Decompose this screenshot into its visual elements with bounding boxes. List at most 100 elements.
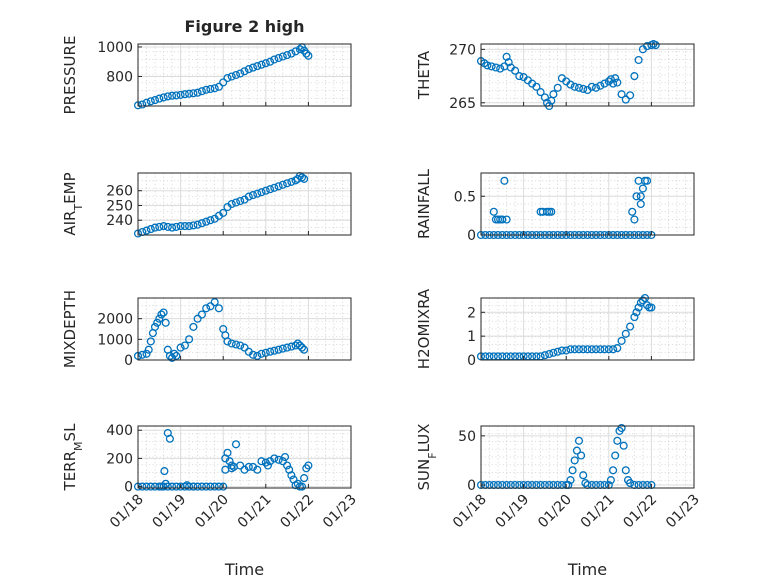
data-point (293, 339, 302, 348)
data-point (236, 341, 245, 350)
data-point (176, 343, 185, 352)
series-points (133, 428, 313, 491)
data-point (632, 308, 641, 317)
data-point (257, 457, 266, 466)
data-point (248, 350, 258, 359)
data-point (231, 198, 241, 207)
data-point (487, 62, 496, 71)
data-point (643, 176, 652, 185)
data-point (206, 84, 215, 94)
data-point (300, 345, 309, 354)
data-point (291, 176, 300, 185)
data-point (197, 219, 206, 228)
data-point (570, 456, 579, 465)
data-point (574, 345, 584, 354)
data-point (532, 82, 541, 91)
data-point (557, 346, 566, 355)
data-point (257, 349, 266, 358)
data-point (257, 188, 266, 197)
data-point (274, 455, 283, 464)
data-point (579, 471, 588, 480)
data-point (170, 349, 179, 358)
y-tick-label: 0 (124, 480, 133, 496)
data-point (180, 90, 189, 99)
data-point (591, 345, 601, 354)
x-tick-label: 01/21 (578, 492, 618, 532)
data-point (266, 185, 275, 194)
data-point (155, 314, 164, 323)
data-point (214, 82, 223, 91)
data-point (210, 482, 219, 491)
data-point (153, 318, 162, 327)
y-axis-label: SUNFLUX (415, 424, 439, 491)
data-point (210, 298, 219, 307)
x-tick-label: 01/18 (450, 492, 490, 532)
data-point (150, 223, 160, 232)
y-tick-label: 400 (106, 423, 133, 439)
data-point (617, 423, 626, 433)
data-point (180, 482, 189, 491)
data-point (160, 467, 169, 476)
data-point (157, 310, 166, 319)
data-point (263, 461, 272, 470)
data-point (274, 182, 283, 191)
data-point (621, 329, 630, 338)
data-point (502, 215, 511, 224)
data-point (244, 192, 253, 201)
subplot-6: 2 1 0 H2OMIXRA (415, 288, 695, 369)
data-point (244, 462, 253, 471)
data-point (219, 208, 228, 217)
data-point (206, 482, 215, 491)
data-point (613, 344, 622, 353)
data-point (483, 61, 492, 70)
data-point (611, 451, 620, 460)
data-point (240, 343, 249, 352)
data-point (579, 84, 588, 93)
y-tick-label: 0 (467, 228, 476, 244)
data-point (266, 57, 275, 66)
data-point (223, 73, 232, 83)
data-point (632, 192, 641, 201)
data-point (295, 45, 304, 54)
data-point (283, 51, 292, 60)
series-points (133, 171, 309, 238)
data-point (142, 482, 151, 491)
data-point (577, 451, 586, 460)
data-point (283, 461, 292, 470)
data-point (202, 304, 211, 313)
x-tick-label: 01/23 (320, 492, 360, 532)
data-point (227, 72, 236, 81)
data-point (253, 465, 262, 474)
data-point (574, 83, 584, 92)
series-points (133, 43, 313, 110)
y-tick-label: 0 (124, 353, 133, 369)
data-point (536, 88, 545, 97)
data-point (236, 196, 245, 206)
data-point (221, 454, 230, 463)
data-point (566, 80, 575, 89)
x-axis-label: Time (224, 560, 264, 579)
data-point (626, 91, 635, 100)
y-axis-label: AIRTEMP (61, 172, 85, 235)
data-point (172, 222, 181, 231)
data-point (159, 308, 168, 317)
data-point (206, 302, 215, 311)
data-point (611, 74, 620, 83)
data-point (638, 184, 647, 193)
data-point (617, 336, 626, 345)
x-tick-label: 01/19 (150, 492, 190, 532)
data-point (572, 446, 581, 455)
data-point (270, 454, 279, 463)
data-point (206, 216, 215, 225)
y-tick-label: 0 (467, 353, 476, 369)
subplot-5: 2000 1000 0 MIXDEPTH (61, 290, 352, 369)
data-point (626, 479, 635, 488)
data-point (504, 58, 513, 67)
data-point (161, 318, 170, 327)
data-point (168, 353, 177, 362)
data-point (193, 88, 202, 97)
data-point (502, 52, 511, 61)
data-point (261, 186, 270, 195)
data-point (500, 176, 509, 185)
y-axis-label: THETA (415, 50, 433, 100)
